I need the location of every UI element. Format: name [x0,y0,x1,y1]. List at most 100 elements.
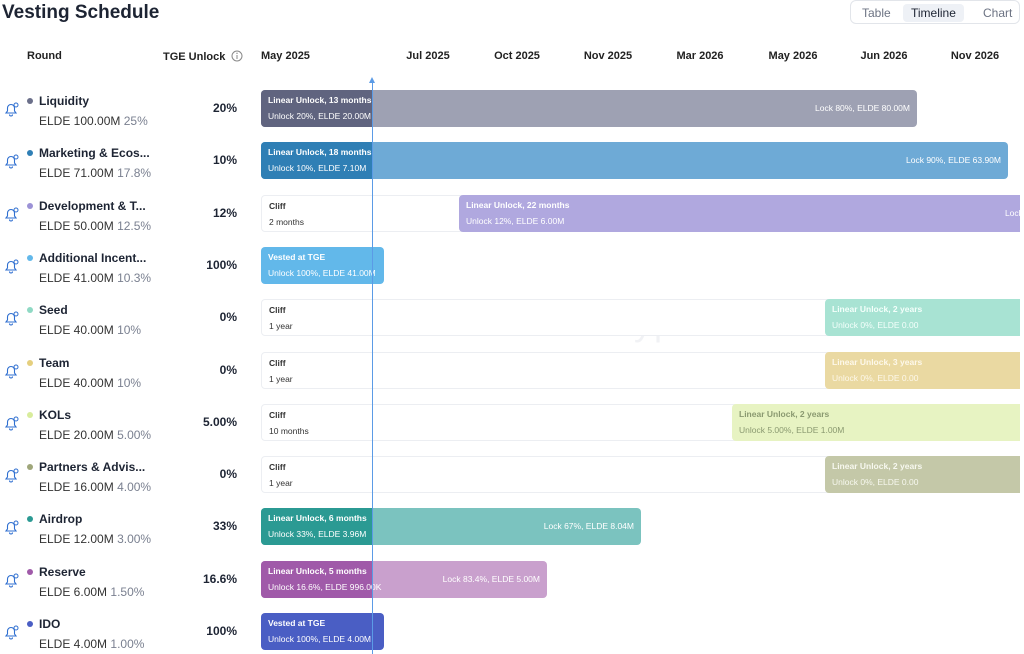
vesting-bar[interactable]: Vested at TGE Unlock 100%, ELDE 41.00M [261,246,384,284]
round-header: Round [27,50,62,62]
vesting-bar[interactable]: Linear Unlock, 2 years Unlock 0%, ELDE 0.… [825,456,1020,494]
cliff-box: Cliff 1 year [261,456,831,494]
amount: ELDE 40.00M [39,375,114,390]
tge-unlock: 12% [212,205,237,220]
round-name: KOLs [39,407,72,422]
round-dot [27,516,33,523]
round-amount: ELDE 40.00M 10% [39,323,141,337]
vesting-bar[interactable]: Linear Unlock, 2 years Unlock 5.00%, ELDE… [732,403,1020,441]
round-dot [27,202,33,209]
page-title: Vesting Schedule [2,2,160,23]
amount: ELDE 71.00M [39,166,114,181]
tge-unlock: 100% [206,257,237,272]
round-name: Marketing & Ecos... [39,146,150,161]
bar-detail: Unlock 5.00%, ELDE 1.00M [739,424,845,435]
round-amount: ELDE 71.00M 17.8% [39,166,151,180]
round-amount: ELDE 41.00M 10.3% [39,271,151,285]
tab[interactable]: Table [862,6,891,20]
tge-unlock: 16.6% [202,571,237,586]
amount: ELDE 12.00M [39,532,114,547]
round-name: Seed [39,303,68,318]
share: 10.3% [117,270,152,285]
cliff-title: Cliff [269,357,286,368]
amount: ELDE 4.00M [39,637,108,651]
bar-detail: Unlock 100%, ELDE 4.00M [268,634,371,644]
round-name: Reserve [39,564,86,579]
share: 1.00% [110,637,145,651]
share: 5.00% [117,427,152,442]
lock-label: Lock 8 [1004,207,1020,218]
bar-detail: Unlock 33%, ELDE 3.96M [268,529,367,540]
round-dot [27,411,33,418]
share: 3.00% [117,532,152,547]
cliff-box: Cliff 10 months [261,403,738,441]
month-label: Mar 2026 [676,50,724,62]
alert-bell[interactable] [3,572,19,588]
lock-label: Lock 80%, ELDE 80.00M [815,103,910,113]
vesting-bar[interactable]: Linear Unlock, 2 years Unlock 0%, ELDE 0.… [825,299,1020,337]
alert-bell[interactable] [3,310,19,326]
vesting-bar[interactable]: Linear Unlock, 3 years Unlock 0%, ELDE 0.… [825,351,1020,389]
bar-detail: Unlock 0%, ELDE 0.00 [832,320,919,331]
month-label: Oct 2025 [494,50,540,62]
month-label: Nov 2025 [583,50,633,62]
bar-detail: Unlock 0%, ELDE 0.00 [832,477,919,488]
vesting-bar[interactable]: Linear Unlock, 13 months Unlock 20%, ELDE… [261,90,917,127]
round-dot [27,150,33,157]
share: 1.50% [110,584,145,599]
bar-detail: Unlock 12%, ELDE 6.00M [466,215,565,226]
cliff-box: Cliff 1 year [261,299,831,337]
cliff-title: Cliff [269,462,286,473]
round-name: Team [39,355,70,370]
unlock-segment [261,142,373,180]
tge-unlock: 33% [212,519,237,534]
month-label: May 2025 [261,50,310,62]
vesting-bar[interactable]: Linear Unlock, 18 months Unlock 10%, ELDE… [261,142,1008,180]
info-icon[interactable] [231,50,243,62]
alert-bell[interactable] [3,467,19,483]
round-amount: ELDE 4.00M 1.00% [39,637,144,651]
month-label: Jul 2025 [406,50,450,62]
alert-bell[interactable] [3,101,19,117]
bar-title: Vested at TGE [268,618,326,628]
amount: ELDE 6.00M [39,584,108,599]
round-name: Airdrop [39,512,83,527]
vesting-bar[interactable]: Linear Unlock, 22 months Unlock 12%, ELDE… [459,194,1020,232]
month-label: Nov 2026 [950,50,1000,62]
cliff-title: Cliff [269,200,286,211]
vesting-bar[interactable]: Linear Unlock, 6 months Unlock 33%, ELDE … [261,508,641,546]
share: 10% [117,375,142,390]
round-name: Additional Incent... [39,250,147,265]
tge-unlock: 100% [206,624,237,638]
tge-unlock: 0% [219,310,237,325]
round-amount: ELDE 40.00M 10% [39,376,141,390]
alert-bell[interactable] [3,258,19,274]
share: 4.00% [117,480,152,495]
tab[interactable]: Chart [983,6,1013,20]
amount: ELDE 20.00M [39,427,114,442]
cliff-title: Cliff [269,305,286,316]
bar-title: Linear Unlock, 18 months [268,147,372,158]
bar-detail: Unlock 20%, ELDE 20.00M [268,111,371,121]
cliff-title: Cliff [269,409,286,420]
round-dot [27,359,33,366]
alert-bell[interactable] [3,519,19,535]
vesting-bar[interactable]: Vested at TGE Unlock 100%, ELDE 4.00M [261,613,384,650]
vesting-bar[interactable]: Linear Unlock, 5 months Unlock 16.6%, ELD… [261,560,547,598]
amount: ELDE 41.00M [39,270,114,285]
tge-unlock: 10% [212,153,237,168]
cliff-duration: 2 months [269,216,304,227]
alert-bell[interactable] [3,624,19,640]
alert-bell[interactable] [3,415,19,431]
bar-detail: Unlock 0%, ELDE 0.00 [832,372,919,383]
tab[interactable]: Timeline [903,4,964,22]
bar-title: Linear Unlock, 2 years [832,304,923,315]
alert-bell[interactable] [3,206,19,222]
round-amount: ELDE 100.00M 25% [39,114,148,128]
lock-label: Lock 83.4%, ELDE 5.00M [442,573,540,584]
bar-title: Linear Unlock, 2 years [832,461,923,472]
alert-bell[interactable] [3,363,19,379]
alert-bell[interactable] [3,153,19,169]
round-dot [27,568,33,575]
